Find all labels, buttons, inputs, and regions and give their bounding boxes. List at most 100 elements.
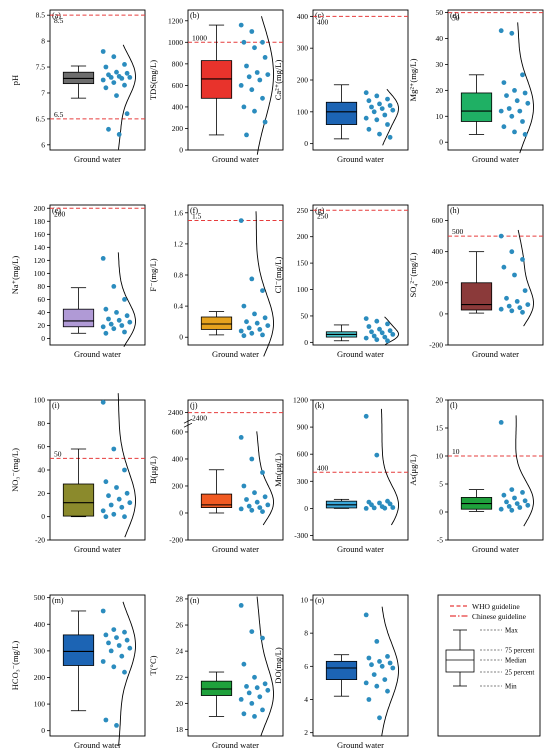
data-point <box>100 608 106 614</box>
plot-frame <box>447 9 544 151</box>
data-point <box>249 456 255 462</box>
y-tick-label: 5 <box>439 480 443 489</box>
data-point <box>390 505 396 510</box>
data-point <box>111 80 117 85</box>
data-point <box>509 487 515 492</box>
y-tick-label: 100 <box>34 396 46 405</box>
legend-item-label: 25 percent <box>505 669 534 677</box>
plot-frame <box>312 399 409 541</box>
data-point <box>377 500 382 506</box>
data-point <box>100 508 106 514</box>
guideline-label: 50 <box>54 449 62 458</box>
data-point <box>127 500 133 506</box>
y-tick-label: 7 <box>41 88 45 97</box>
density-curve <box>382 88 399 146</box>
x-axis-label: Ground water <box>74 544 121 554</box>
data-point <box>111 284 117 289</box>
y-tick-label: 250 <box>297 206 309 215</box>
y-tick-label: 600 <box>172 427 184 436</box>
y-tick-label: 0 <box>304 504 308 513</box>
data-point <box>382 334 388 340</box>
x-axis-label: Ground water <box>74 349 121 359</box>
data-point <box>252 45 257 51</box>
box-iqr <box>460 92 493 122</box>
data-point <box>124 70 130 76</box>
y-tick-label: 50 <box>301 311 309 320</box>
x-axis-label: Ground water <box>472 154 519 164</box>
data-point <box>363 506 369 511</box>
data-point <box>252 490 257 496</box>
data-point <box>385 321 390 327</box>
chart-panel: 18 20 22 24 26 28 (n) T(°C) Ground water <box>148 594 284 748</box>
y-tick-label: 200 <box>297 76 309 85</box>
data-point <box>498 233 504 239</box>
data-point <box>246 325 252 331</box>
data-point <box>257 505 263 510</box>
density-curve <box>256 431 274 526</box>
data-point <box>111 326 117 332</box>
data-point <box>100 324 106 330</box>
data-point <box>122 297 127 302</box>
box-iqr <box>325 101 358 125</box>
data-point <box>265 72 271 77</box>
data-point <box>265 687 271 693</box>
data-point <box>504 295 509 301</box>
panel-label: (o) <box>315 596 325 605</box>
y-tick-label: 0 <box>41 726 45 735</box>
panel-label: (e) <box>52 206 61 215</box>
data-point <box>249 87 255 93</box>
y-axis-label: Na⁺(mg/L) <box>10 256 20 295</box>
data-point <box>504 93 509 98</box>
data-point <box>512 129 517 135</box>
y-tick-label: 180 <box>34 217 46 226</box>
data-point <box>520 309 525 315</box>
y-tick-label: 800 <box>172 59 184 68</box>
data-point <box>390 107 396 113</box>
data-point <box>363 413 369 419</box>
y-tick-label: 60 <box>38 442 46 451</box>
data-point <box>122 82 127 88</box>
data-point <box>366 324 372 329</box>
y-tick-label: 500 <box>34 593 46 602</box>
data-point <box>111 664 117 670</box>
data-point <box>260 39 265 45</box>
data-point <box>238 435 244 440</box>
data-point <box>517 505 523 510</box>
data-point <box>363 316 369 321</box>
data-point <box>369 104 374 110</box>
guideline-label: 400 <box>317 463 329 472</box>
y-tick-label: 20 <box>38 489 46 498</box>
data-point <box>385 338 390 344</box>
data-point <box>514 501 520 506</box>
data-point <box>260 332 265 338</box>
y-tick-label: 100 <box>34 700 46 709</box>
data-point <box>252 714 257 719</box>
y-tick-label: 600 <box>297 450 309 459</box>
data-point <box>374 318 380 324</box>
data-point <box>517 108 523 114</box>
data-point <box>262 55 268 60</box>
data-point <box>246 74 252 80</box>
legend-item-label: Median <box>505 657 527 665</box>
data-point <box>260 707 265 713</box>
density-curve <box>381 606 399 737</box>
data-point <box>366 697 372 702</box>
data-point <box>244 132 249 138</box>
density-curve <box>255 211 274 357</box>
y-tick-label: 160 <box>34 230 46 239</box>
y-axis-label: HCO₃⁻(mg/L) <box>10 641 20 691</box>
y-tick-label: 18 <box>176 725 184 734</box>
data-point <box>106 316 111 322</box>
guideline-label: 50 <box>452 14 460 23</box>
data-point <box>127 645 133 651</box>
data-point <box>369 662 374 668</box>
data-point <box>103 514 109 520</box>
y-tick-label: -5 <box>437 536 443 545</box>
data-point <box>262 494 268 500</box>
data-point <box>363 90 369 96</box>
data-point <box>522 90 528 96</box>
data-point <box>116 643 122 648</box>
y-axis-label: pH <box>10 75 20 85</box>
